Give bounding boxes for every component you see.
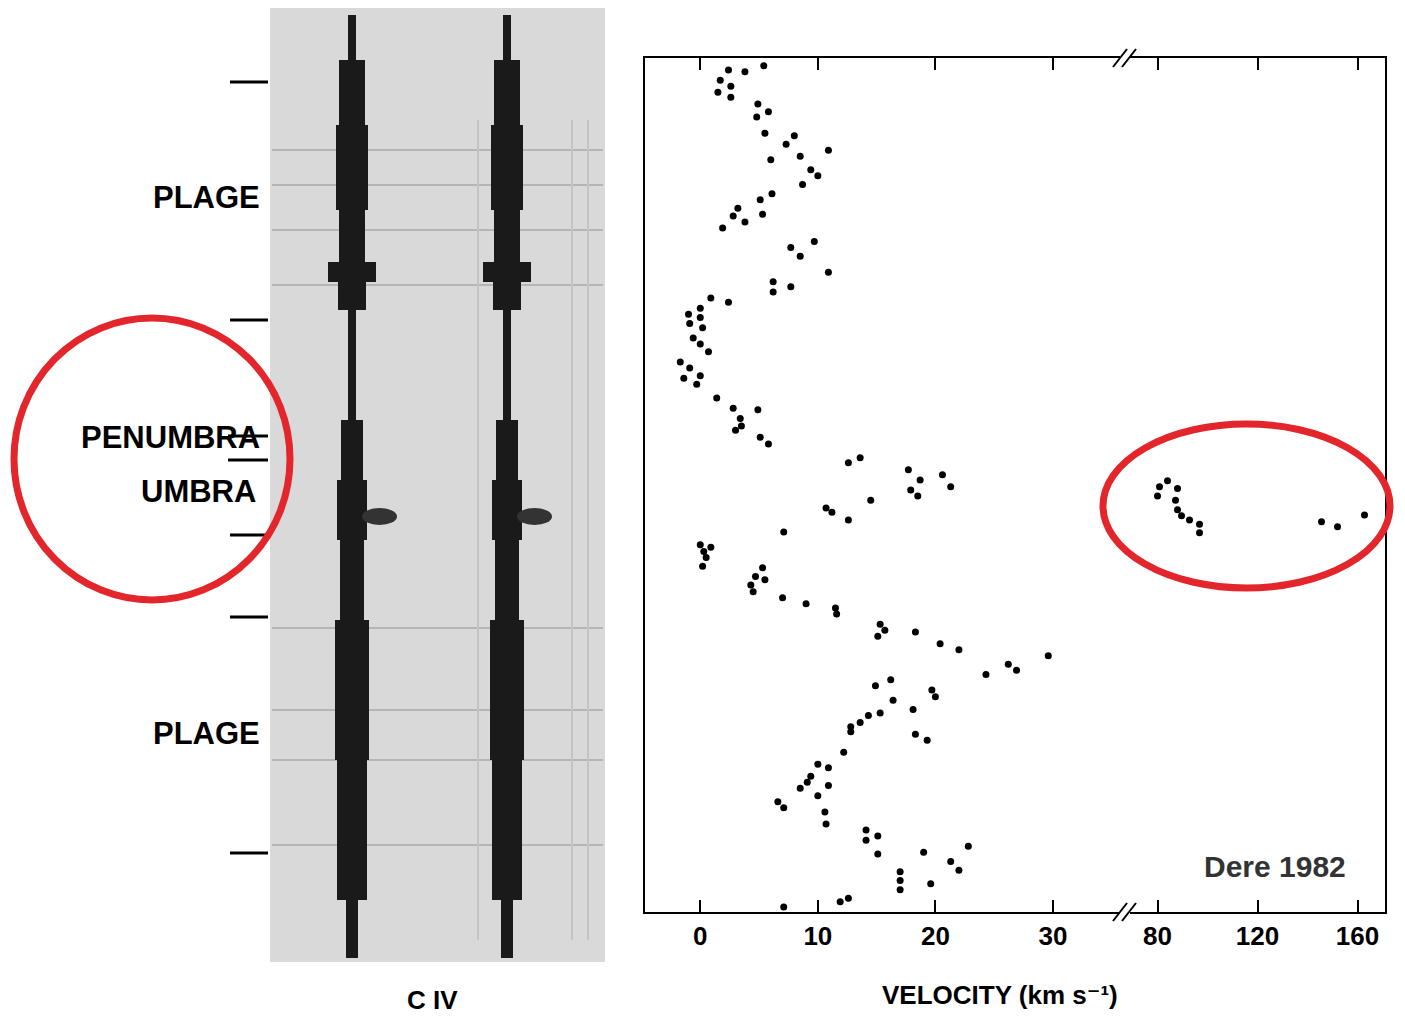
svg-text:VELOCITY (km s⁻¹): VELOCITY (km s⁻¹) — [882, 980, 1118, 1010]
svg-text:Dere 1982: Dere 1982 — [1204, 850, 1346, 883]
svg-text:PLAGE: PLAGE — [153, 180, 260, 215]
svg-text:10: 10 — [803, 921, 832, 951]
svg-text:80: 80 — [1143, 921, 1172, 951]
svg-text:30: 30 — [1039, 921, 1068, 951]
svg-text:120: 120 — [1236, 921, 1279, 951]
svg-text:C IV: C IV — [407, 985, 458, 1015]
svg-text:UMBRA: UMBRA — [141, 474, 256, 509]
svg-text:PENUMBRA: PENUMBRA — [81, 420, 260, 455]
svg-text:PLAGE: PLAGE — [153, 716, 260, 751]
svg-text:0: 0 — [693, 921, 707, 951]
svg-text:160: 160 — [1336, 921, 1379, 951]
svg-text:20: 20 — [921, 921, 950, 951]
